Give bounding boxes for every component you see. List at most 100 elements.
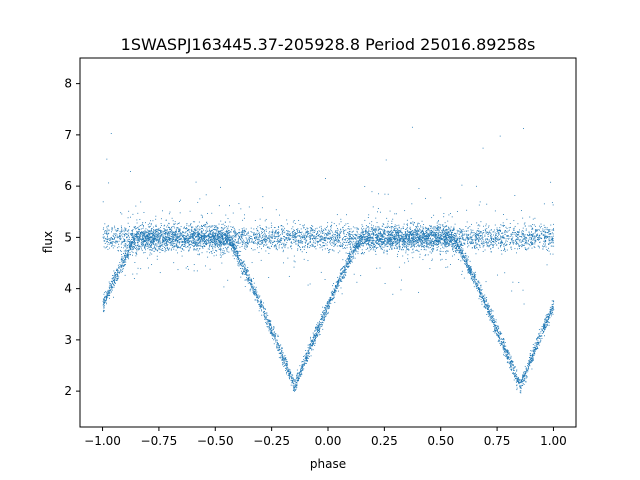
data-point bbox=[281, 247, 283, 249]
data-point bbox=[250, 281, 252, 283]
data-point bbox=[392, 226, 394, 228]
data-point bbox=[466, 257, 468, 259]
data-point bbox=[385, 238, 387, 239]
data-point bbox=[453, 245, 455, 247]
data-point bbox=[136, 236, 138, 237]
data-point bbox=[178, 233, 180, 235]
data-point bbox=[329, 241, 331, 242]
data-point bbox=[543, 240, 545, 242]
data-point bbox=[534, 229, 536, 231]
data-point bbox=[162, 237, 164, 239]
data-point bbox=[191, 242, 193, 244]
data-point bbox=[410, 228, 411, 230]
data-point bbox=[183, 241, 184, 243]
data-point bbox=[167, 247, 169, 249]
data-point bbox=[482, 232, 484, 234]
data-point bbox=[105, 233, 107, 235]
data-point bbox=[453, 237, 455, 239]
data-point bbox=[351, 253, 353, 255]
data-point bbox=[295, 236, 297, 237]
data-point bbox=[248, 231, 249, 233]
data-point bbox=[342, 227, 343, 229]
data-point bbox=[203, 234, 205, 236]
data-point bbox=[463, 263, 465, 265]
data-point bbox=[487, 311, 489, 312]
data-point bbox=[371, 233, 373, 235]
data-point bbox=[355, 237, 357, 239]
data-point bbox=[372, 228, 374, 230]
data-point bbox=[526, 240, 528, 242]
data-point bbox=[245, 248, 247, 250]
data-point bbox=[289, 238, 291, 240]
data-point bbox=[234, 247, 236, 248]
data-point bbox=[182, 231, 184, 232]
data-point bbox=[500, 236, 502, 238]
data-point bbox=[131, 246, 133, 248]
data-point bbox=[477, 285, 479, 287]
data-point bbox=[323, 229, 325, 231]
data-point bbox=[417, 244, 419, 246]
data-point bbox=[468, 266, 470, 268]
data-point bbox=[516, 370, 518, 372]
data-point bbox=[363, 253, 365, 255]
data-point bbox=[109, 243, 111, 245]
data-point bbox=[143, 241, 145, 243]
data-point bbox=[539, 338, 541, 339]
data-point bbox=[268, 326, 270, 328]
data-point bbox=[214, 234, 216, 236]
data-point bbox=[478, 240, 479, 241]
data-point bbox=[326, 233, 328, 235]
data-point bbox=[189, 238, 191, 240]
data-point bbox=[279, 234, 281, 236]
data-point bbox=[517, 248, 519, 250]
data-point bbox=[354, 257, 356, 259]
data-point bbox=[431, 245, 432, 247]
data-point bbox=[377, 247, 379, 248]
data-point bbox=[346, 265, 348, 267]
data-point bbox=[503, 346, 505, 348]
data-point bbox=[206, 221, 208, 223]
data-point bbox=[263, 245, 264, 247]
data-point bbox=[117, 269, 119, 271]
data-point bbox=[166, 247, 168, 249]
data-point bbox=[176, 231, 177, 233]
data-point bbox=[345, 244, 346, 246]
data-point bbox=[336, 284, 338, 286]
data-point bbox=[528, 238, 530, 240]
data-point bbox=[483, 241, 485, 243]
data-point bbox=[262, 305, 264, 307]
data-point bbox=[198, 234, 200, 236]
data-point bbox=[476, 233, 477, 235]
data-point bbox=[117, 250, 119, 251]
data-point bbox=[532, 224, 534, 225]
data-point bbox=[338, 282, 339, 284]
data-point bbox=[181, 255, 183, 257]
data-point bbox=[269, 331, 271, 333]
data-point bbox=[298, 378, 300, 380]
data-point bbox=[374, 231, 376, 232]
data-point bbox=[151, 228, 153, 229]
data-point bbox=[171, 244, 173, 246]
data-point bbox=[339, 232, 341, 233]
data-point bbox=[451, 245, 453, 247]
data-point bbox=[194, 230, 196, 232]
data-point bbox=[271, 333, 273, 335]
data-point bbox=[252, 290, 254, 292]
data-point bbox=[496, 332, 497, 334]
data-point bbox=[236, 250, 238, 252]
data-point bbox=[352, 234, 353, 236]
data-point bbox=[445, 243, 447, 245]
data-point bbox=[531, 357, 533, 358]
data-point bbox=[184, 239, 186, 241]
data-point bbox=[427, 242, 429, 244]
data-point bbox=[544, 235, 546, 237]
data-point bbox=[469, 235, 471, 237]
data-point bbox=[310, 239, 312, 241]
data-point bbox=[489, 319, 491, 321]
data-point bbox=[211, 225, 213, 227]
data-point bbox=[193, 241, 195, 243]
data-point bbox=[405, 250, 407, 252]
data-point bbox=[106, 239, 108, 241]
data-point bbox=[504, 248, 505, 250]
data-point bbox=[265, 226, 267, 228]
